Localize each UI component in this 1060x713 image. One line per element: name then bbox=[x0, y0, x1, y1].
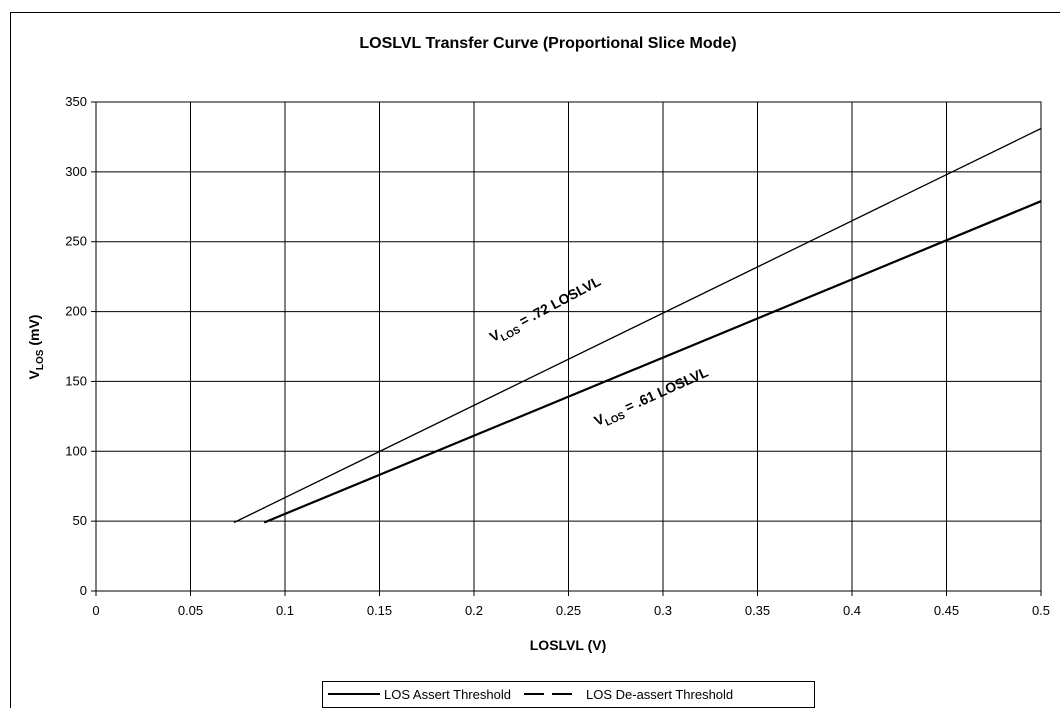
legend: LOS Assert Threshold LOS De-assert Thres… bbox=[323, 682, 815, 708]
x-tick-label: 0.05 bbox=[178, 603, 203, 618]
x-tick-label: 0.45 bbox=[934, 603, 959, 618]
x-axis-title: LOSLVL (V) bbox=[530, 637, 606, 653]
y-tick-label: 200 bbox=[65, 304, 87, 319]
legend-label-assert: LOS Assert Threshold bbox=[384, 687, 511, 702]
y-tick-label: 50 bbox=[73, 513, 87, 528]
x-tick-label: 0.15 bbox=[367, 603, 392, 618]
y-tick-label: 0 bbox=[80, 583, 87, 598]
legend-label-deassert: LOS De-assert Threshold bbox=[586, 687, 733, 702]
chart-frame bbox=[11, 13, 1060, 709]
x-tick-label: 0.2 bbox=[465, 603, 483, 618]
y-tick-label: 250 bbox=[65, 234, 87, 249]
x-tick-label: 0.1 bbox=[276, 603, 294, 618]
x-tick-label: 0.25 bbox=[556, 603, 581, 618]
y-axis-title-sub: LOS bbox=[35, 349, 46, 370]
y-axis-title-rest: (mV) bbox=[26, 315, 42, 350]
y-tick-label: 300 bbox=[65, 164, 87, 179]
x-tick-label: 0.4 bbox=[843, 603, 861, 618]
x-tick-label: 0.3 bbox=[654, 603, 672, 618]
y-tick-label: 150 bbox=[65, 373, 87, 388]
x-tick-label: 0 bbox=[92, 603, 99, 618]
x-tick-label: 0.5 bbox=[1032, 603, 1050, 618]
x-tick-label: 0.35 bbox=[745, 603, 770, 618]
chart-title: LOSLVL Transfer Curve (Proportional Slic… bbox=[359, 35, 736, 52]
y-tick-label: 100 bbox=[65, 443, 87, 458]
y-tick-label: 350 bbox=[65, 94, 87, 109]
